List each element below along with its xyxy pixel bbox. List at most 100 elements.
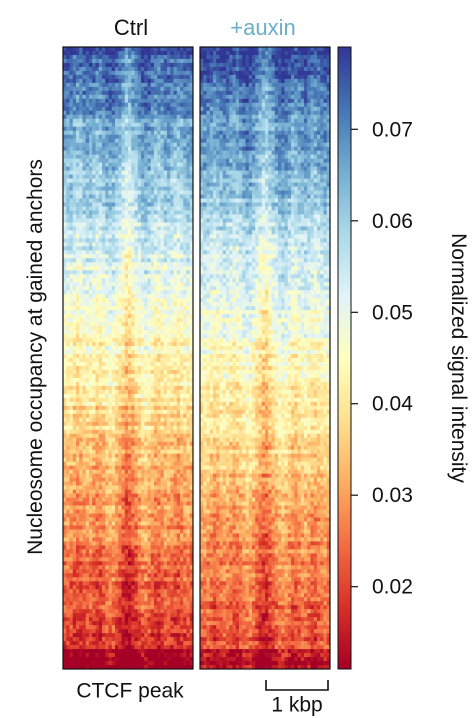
heatmap-cell	[118, 469, 122, 474]
heatmap-cell	[79, 270, 83, 275]
heatmap-cell	[118, 377, 122, 383]
heatmap-cell	[163, 465, 168, 470]
heatmap-cell	[183, 102, 187, 108]
heatmap-cell	[176, 110, 181, 116]
heatmap-cell	[124, 473, 129, 478]
heatmap-cell	[102, 214, 106, 219]
heatmap-cell	[85, 521, 90, 526]
heatmap-cell	[173, 174, 178, 179]
heatmap-cell	[167, 401, 171, 407]
heatmap-cell	[183, 437, 187, 443]
heatmap-cell	[102, 441, 106, 447]
heatmap-cell	[105, 509, 109, 514]
heatmap-cell	[134, 218, 139, 223]
heatmap-cell	[108, 282, 113, 287]
heatmap-cell	[167, 226, 171, 231]
heatmap-cell	[189, 453, 194, 458]
heatmap-cell	[105, 66, 109, 72]
heatmap-cell	[98, 214, 103, 219]
heatmap-cell	[124, 210, 129, 215]
heatmap-cell	[92, 429, 96, 435]
heatmap-cell	[170, 226, 174, 231]
heatmap-cell	[176, 58, 181, 64]
heatmap-cell	[141, 210, 145, 215]
heatmap-cell	[66, 477, 70, 482]
heatmap-cell	[147, 334, 152, 339]
heatmap-cell	[186, 118, 191, 124]
heatmap-cell	[66, 50, 70, 56]
heatmap-cell	[183, 290, 187, 295]
heatmap-cell	[124, 326, 129, 331]
heatmap-cell	[102, 437, 106, 443]
heatmap-cell	[141, 330, 145, 335]
heatmap-cell	[157, 334, 161, 339]
heatmap-cell	[72, 326, 77, 331]
heatmap-cell	[137, 278, 142, 283]
heatmap-cell	[128, 290, 132, 295]
heatmap-cell	[180, 537, 184, 542]
heatmap-cell	[108, 78, 113, 84]
heatmap-cell	[128, 238, 132, 243]
heatmap-cell	[95, 90, 100, 96]
heatmap-cell	[108, 278, 113, 283]
heatmap-cell	[186, 202, 191, 207]
heatmap-cell	[147, 286, 152, 291]
heatmap-cell	[98, 102, 103, 108]
heatmap-cell	[131, 381, 135, 387]
heatmap-cell	[118, 186, 122, 191]
heatmap-cell	[160, 417, 165, 423]
heatmap-cell	[189, 489, 194, 494]
heatmap-cell	[79, 453, 83, 458]
heatmap-cell	[111, 445, 116, 451]
heatmap-cell	[98, 162, 103, 167]
heatmap-cell	[154, 314, 158, 319]
heatmap-cell	[124, 150, 129, 155]
heatmap-cell	[102, 182, 106, 187]
heatmap-cell	[92, 170, 96, 175]
heatmap-cell	[183, 162, 187, 167]
heatmap-cell	[134, 178, 139, 183]
heatmap-cell	[98, 425, 103, 431]
heatmap-cell	[124, 322, 129, 327]
heatmap-cell	[173, 326, 178, 331]
heatmap-cell	[69, 82, 74, 88]
heatmap-cell	[105, 441, 109, 447]
heatmap-cell	[154, 154, 158, 159]
heatmap-cell	[85, 130, 90, 136]
heatmap-cell	[95, 413, 100, 419]
heatmap-cell	[124, 298, 129, 303]
heatmap-cell	[108, 393, 113, 399]
heatmap-cell	[176, 405, 181, 411]
heatmap-cell	[79, 238, 83, 243]
heatmap-cell	[102, 162, 106, 167]
heatmap-cell	[150, 158, 155, 163]
heatmap-cell	[102, 154, 106, 159]
heatmap-cell	[124, 90, 129, 96]
heatmap-cell	[115, 210, 119, 215]
heatmap-cell	[89, 50, 93, 56]
heatmap-cell	[186, 401, 191, 407]
heatmap-cell	[163, 158, 168, 163]
heatmap-cell	[128, 214, 132, 219]
heatmap-cell	[121, 525, 126, 530]
heatmap-cell	[69, 286, 74, 291]
heatmap-cell	[134, 529, 139, 534]
heatmap-cell	[92, 214, 96, 219]
heatmap-cell	[66, 102, 70, 108]
heatmap-cell	[98, 413, 103, 419]
heatmap-cell	[108, 162, 113, 167]
heatmap-cell	[167, 94, 171, 100]
heatmap-cell	[160, 493, 165, 498]
heatmap-cell	[66, 318, 70, 323]
heatmap-cell	[160, 58, 165, 64]
heatmap-cell	[92, 54, 96, 60]
heatmap-cell	[102, 310, 106, 315]
heatmap-cell	[128, 338, 132, 343]
heatmap-cell	[89, 449, 93, 454]
heatmap-cell	[141, 473, 145, 478]
heatmap-cell	[92, 385, 96, 391]
heatmap-cell	[167, 310, 171, 315]
heatmap-cell	[131, 202, 135, 207]
heatmap-cell	[102, 66, 106, 72]
heatmap-cell	[131, 453, 135, 458]
